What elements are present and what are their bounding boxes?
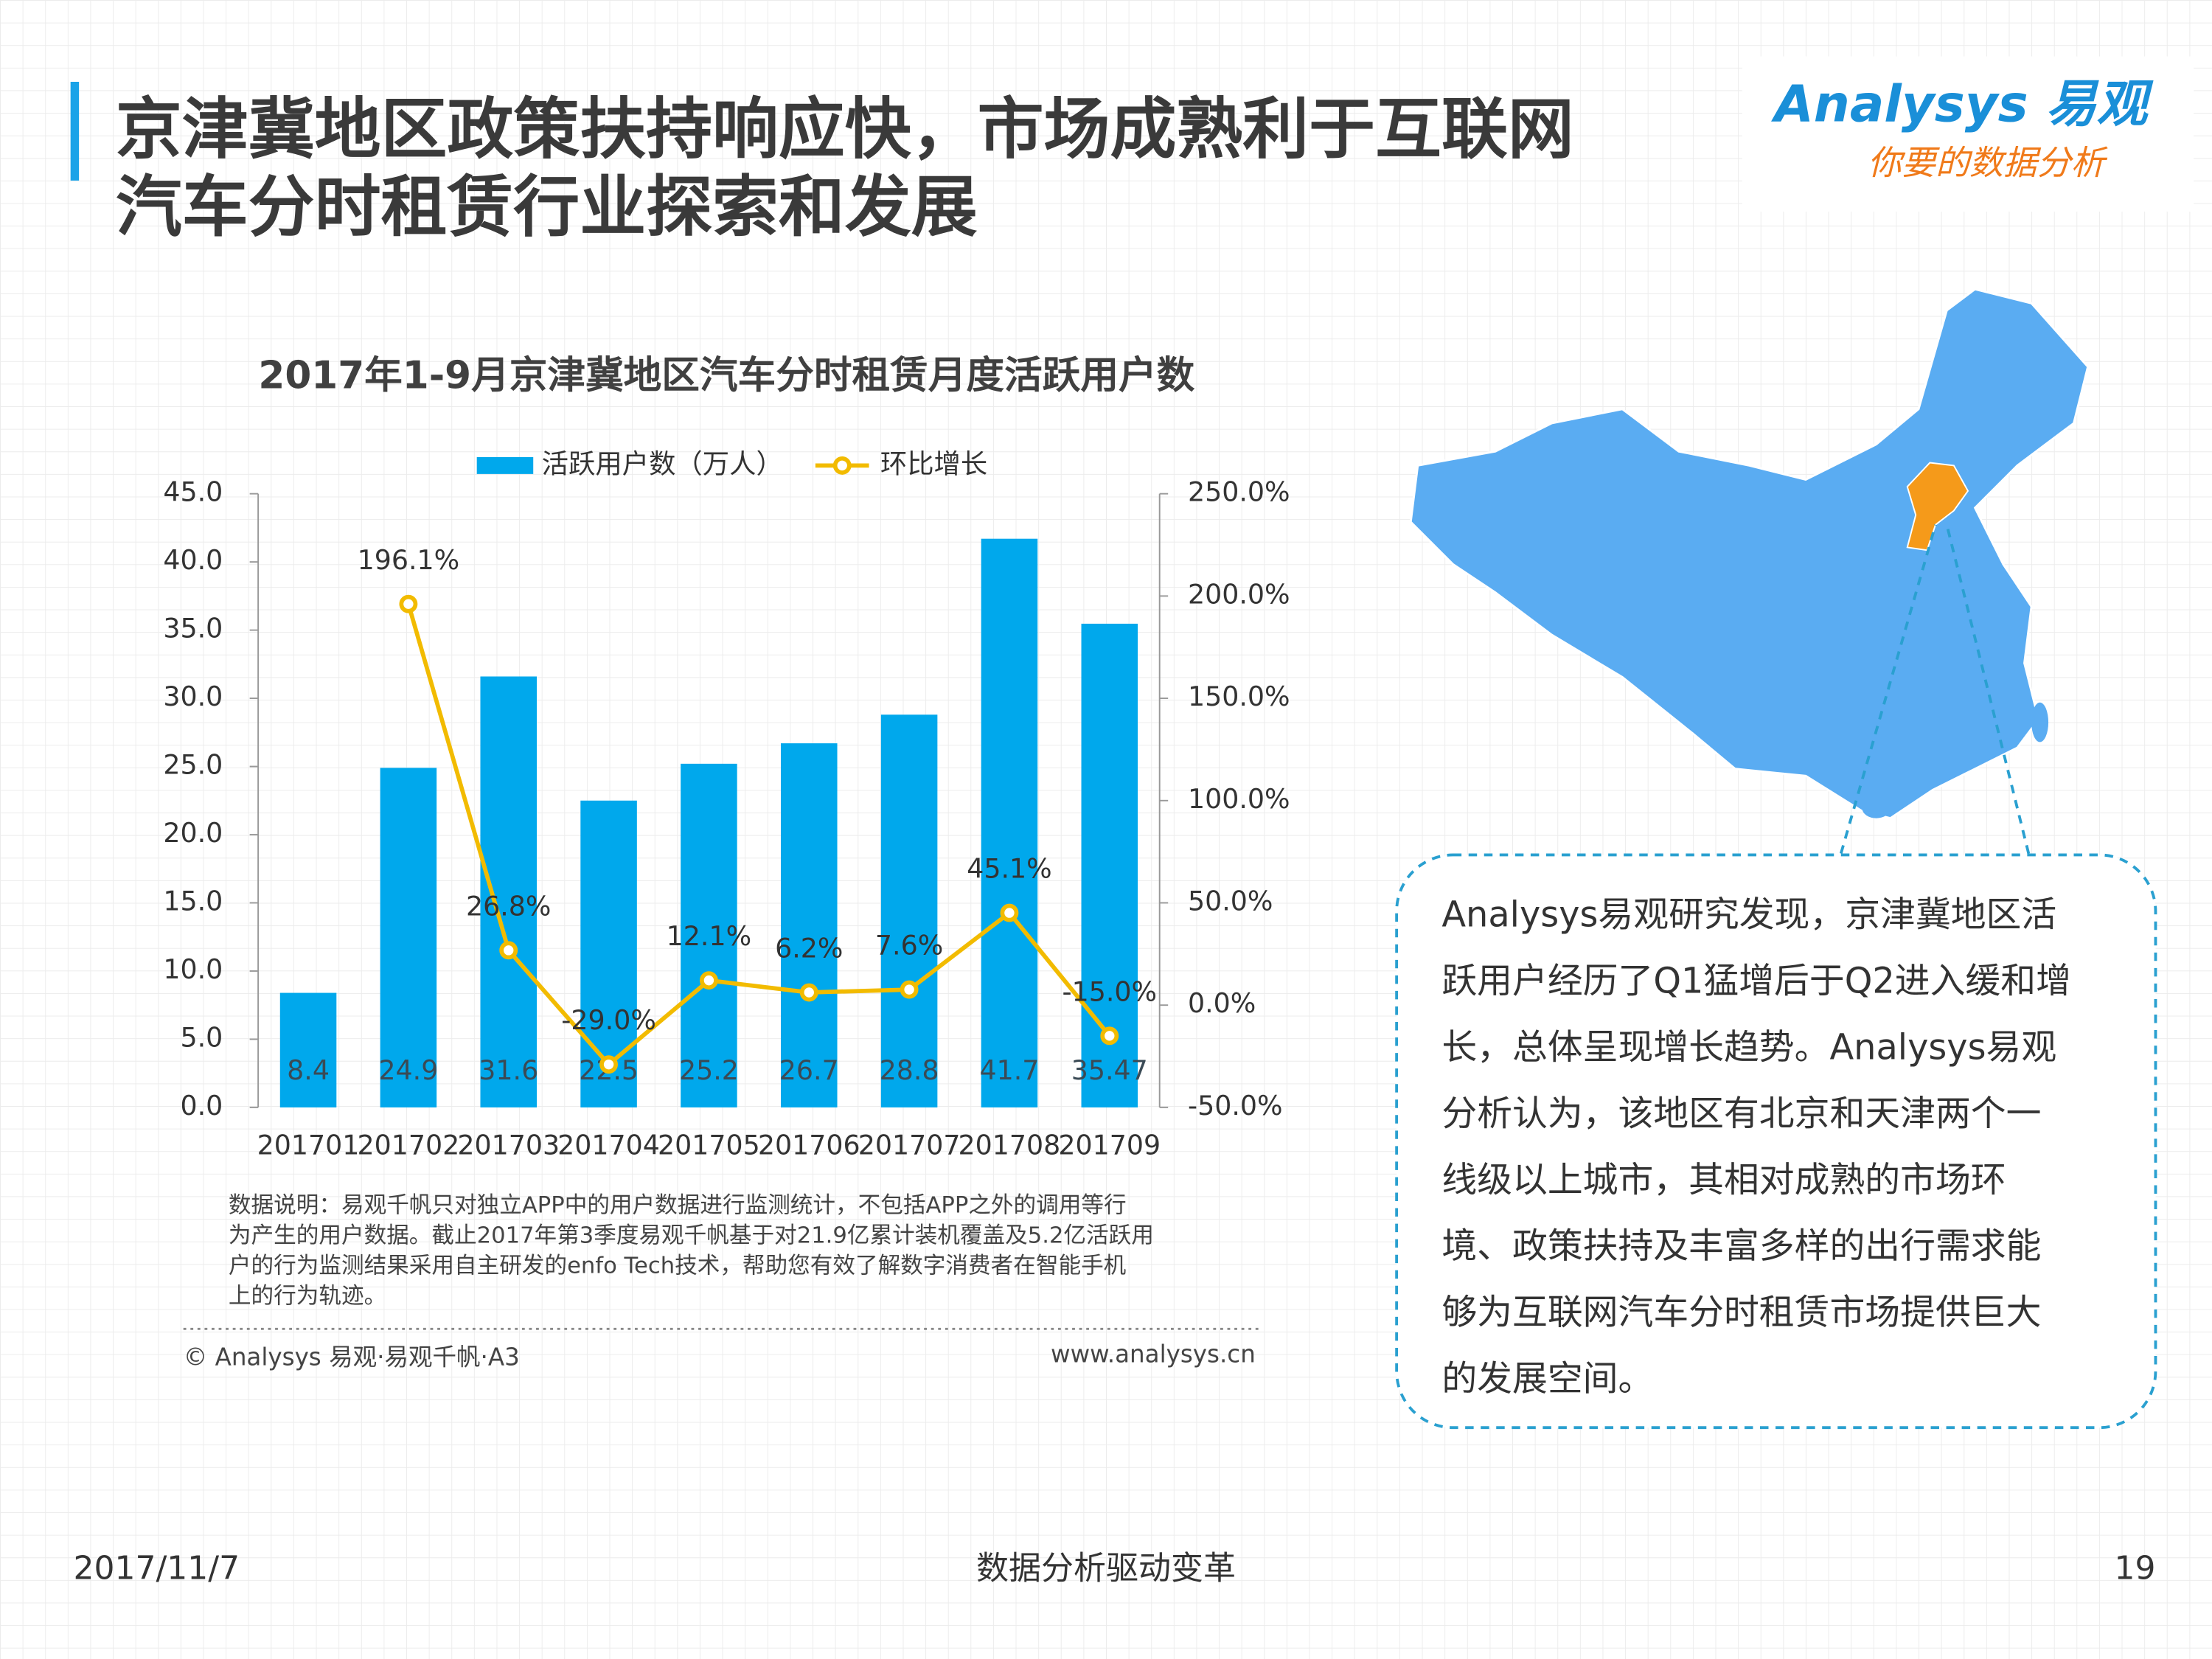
legend-swatch: [476, 456, 534, 474]
hainan: [1862, 798, 1891, 818]
x-tick-label: 201704: [557, 1129, 660, 1161]
line-value-label: 45.1%: [967, 853, 1051, 885]
y-tick-label: 45.0: [163, 476, 223, 508]
line: [406, 603, 1112, 1068]
line-point: [399, 594, 418, 613]
x-tick-label: 201707: [858, 1129, 961, 1161]
bar-value-label: 28.8: [880, 1054, 939, 1086]
legend-label: 环比增长: [880, 448, 987, 479]
line-point: [1000, 903, 1019, 922]
x-tick-label: 201702: [358, 1129, 460, 1161]
line-point: [900, 980, 919, 999]
bar-value-label: 35.47: [1071, 1054, 1148, 1086]
callout-box: [1395, 853, 2157, 1430]
legend-marker: [832, 456, 852, 475]
bar: [681, 763, 737, 1107]
callout-text: 的发展空间。: [1441, 1359, 1653, 1399]
y-tick-label: 20.0: [163, 817, 223, 849]
callout-pointer: [1839, 524, 2031, 855]
y2-tick-label: 250.0%: [1188, 476, 1290, 508]
line-point: [499, 941, 518, 960]
data-note: 数据说明：易观千帆只对独立APP中的用户数据进行监测统计，不包括APP之外的调用…: [229, 1192, 1127, 1218]
bar-value-label: 8.4: [287, 1054, 330, 1086]
y-tick-label: 5.0: [180, 1021, 223, 1053]
footer-center: 数据分析驱动变革: [976, 1549, 1236, 1587]
line-value-label: 196.1%: [358, 544, 460, 576]
line-value-label: -15.0%: [1062, 975, 1157, 1007]
bar: [380, 768, 437, 1107]
callout-text: 长，总体呈现增长趋势。Analysys易观: [1441, 1027, 2056, 1068]
y-tick-label: 15.0: [163, 885, 223, 917]
taiwan: [2031, 702, 2049, 742]
data-note: 为产生的用户数据。截止2017年第3季度易观千帆基于对21.9亿累计装机覆盖及5…: [229, 1222, 1154, 1248]
bar-value-label: 25.2: [679, 1054, 739, 1086]
y-tick-label: 40.0: [163, 544, 223, 576]
line-value-label: 26.8%: [466, 890, 551, 922]
chart-title: 2017年1-9月京津冀地区汽车分时租赁月度活跃用户数: [258, 354, 1194, 398]
bar-value-label: 31.6: [479, 1054, 538, 1086]
callout-text: Analysys易观研究发现，京津冀地区活: [1441, 895, 2056, 936]
callout-text: 线级以上城市，其相对成熟的市场环: [1441, 1160, 2006, 1200]
map: [1409, 288, 2090, 820]
x-tick-label: 201705: [658, 1129, 760, 1161]
logo-slogan: 你要的数据分析: [1868, 142, 2108, 182]
logo-box: [1742, 56, 2194, 212]
x-tick-label: 201703: [457, 1129, 560, 1161]
line-point: [1100, 1026, 1119, 1046]
footer-date: 2017/11/7: [73, 1549, 240, 1587]
data-note: 上的行为轨迹。: [229, 1284, 386, 1310]
y2-tick-label: 100.0%: [1188, 783, 1290, 815]
line-point: [599, 1055, 619, 1074]
bar-value-label: 26.7: [779, 1054, 839, 1086]
line-point: [799, 983, 818, 1002]
x-tick-label: 201706: [758, 1129, 860, 1161]
x-tick-label: 201708: [959, 1129, 1061, 1161]
source: © Analysys 易观·易观千帆·A3: [184, 1343, 520, 1371]
callout-text: 跃用户经历了Q1猛增后于Q2进入缓和增: [1441, 961, 2071, 1002]
y2-tick-label: 200.0%: [1188, 578, 1290, 610]
line-value-label: -29.0%: [561, 1004, 656, 1036]
legend-label: 活跃用户数（万人）: [542, 448, 783, 479]
line-point: [699, 971, 718, 990]
bar: [981, 538, 1038, 1107]
callout-text: 够为互联网汽车分时租赁市场提供巨大: [1441, 1293, 2041, 1333]
title-accent: [70, 81, 80, 181]
china-map: [1409, 288, 2090, 820]
website: www.analysys.cn: [1051, 1340, 1256, 1368]
bar: [780, 743, 838, 1107]
y2-tick-label: -50.0%: [1188, 1090, 1283, 1121]
y-tick-label: 10.0: [163, 953, 223, 985]
page-number: 19: [2114, 1549, 2155, 1587]
line-value-label: 7.6%: [875, 930, 943, 961]
bar: [279, 992, 337, 1107]
bar: [880, 714, 938, 1107]
bar-value-label: 24.9: [378, 1054, 438, 1086]
y-tick-label: 25.0: [163, 749, 223, 781]
line-value-label: 12.1%: [667, 920, 751, 952]
data-note: 户的行为监测结果采用自主研发的enfo Tech技术，帮助您有效了解数字消费者在…: [229, 1253, 1126, 1279]
page-title: 京津冀地区政策扶持响应快，市场成熟利于互联网: [116, 91, 1574, 168]
x-tick-label: 201709: [1058, 1129, 1161, 1161]
y2-tick-label: 150.0%: [1188, 681, 1290, 712]
y2-tick-label: 50.0%: [1188, 885, 1273, 917]
callout-text: 境、政策扶持及丰富多样的出行需求能: [1441, 1226, 2041, 1267]
y-tick-label: 30.0: [163, 681, 223, 712]
callout-text: 分析认为，该地区有北京和天津两个一: [1441, 1093, 2041, 1134]
y2-tick-label: 0.0%: [1188, 987, 1256, 1019]
jingjinji-region: [1906, 462, 1969, 552]
x-tick-label: 201701: [257, 1129, 360, 1161]
bar-value-label: 41.7: [979, 1054, 1039, 1086]
logo: Analysys 易观: [1771, 74, 2154, 133]
y-tick-label: 35.0: [163, 613, 223, 644]
y-tick-label: 0.0: [180, 1090, 223, 1121]
page-title: 汽车分时租赁行业探索和发展: [116, 169, 978, 246]
line-value-label: 6.2%: [775, 933, 843, 964]
